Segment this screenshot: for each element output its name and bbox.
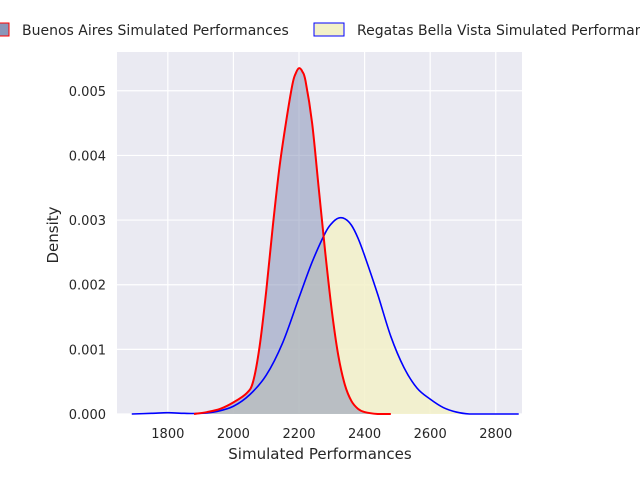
x-tick-label: 2400	[348, 427, 381, 442]
y-tick-label: 0.003	[69, 214, 106, 229]
density-line-regatas-bella-vista	[131, 216, 519, 415]
legend-swatch-buenos-aires	[0, 22, 10, 37]
density-lines	[131, 67, 519, 416]
y-tick-label: 0.000	[69, 408, 106, 423]
x-tick-label: 2800	[479, 427, 512, 442]
x-tick-labels: 1800 2000 2200 2400 2600 2800	[151, 427, 512, 442]
y-tick-label: 0.005	[69, 85, 106, 100]
y-tick-label: 0.004	[69, 149, 106, 164]
x-tick-label: 2200	[282, 427, 315, 442]
legend-label-regatas-bella-vista: Regatas Bella Vista Simulated Performanc…	[357, 23, 640, 39]
y-tick-labels: 0.000 0.001 0.002 0.003 0.004 0.005	[69, 85, 106, 423]
x-tick-label: 1800	[151, 427, 184, 442]
y-tick-label: 0.002	[69, 279, 106, 294]
y-axis-label: Density	[44, 206, 62, 263]
density-areas	[131, 68, 519, 415]
y-tick-label: 0.001	[69, 343, 106, 358]
x-axis-label: Simulated Performances	[228, 445, 412, 463]
legend-swatch-regatas-bella-vista	[313, 22, 345, 37]
legend-label-buenos-aires: Buenos Aires Simulated Performances	[22, 23, 289, 39]
density-area-buenos-aires	[194, 68, 391, 415]
legend: Buenos Aires Simulated Performances Rega…	[0, 22, 640, 39]
density-line-buenos-aires	[193, 67, 391, 416]
x-tick-label: 2600	[414, 427, 447, 442]
x-tick-label: 2000	[217, 427, 250, 442]
